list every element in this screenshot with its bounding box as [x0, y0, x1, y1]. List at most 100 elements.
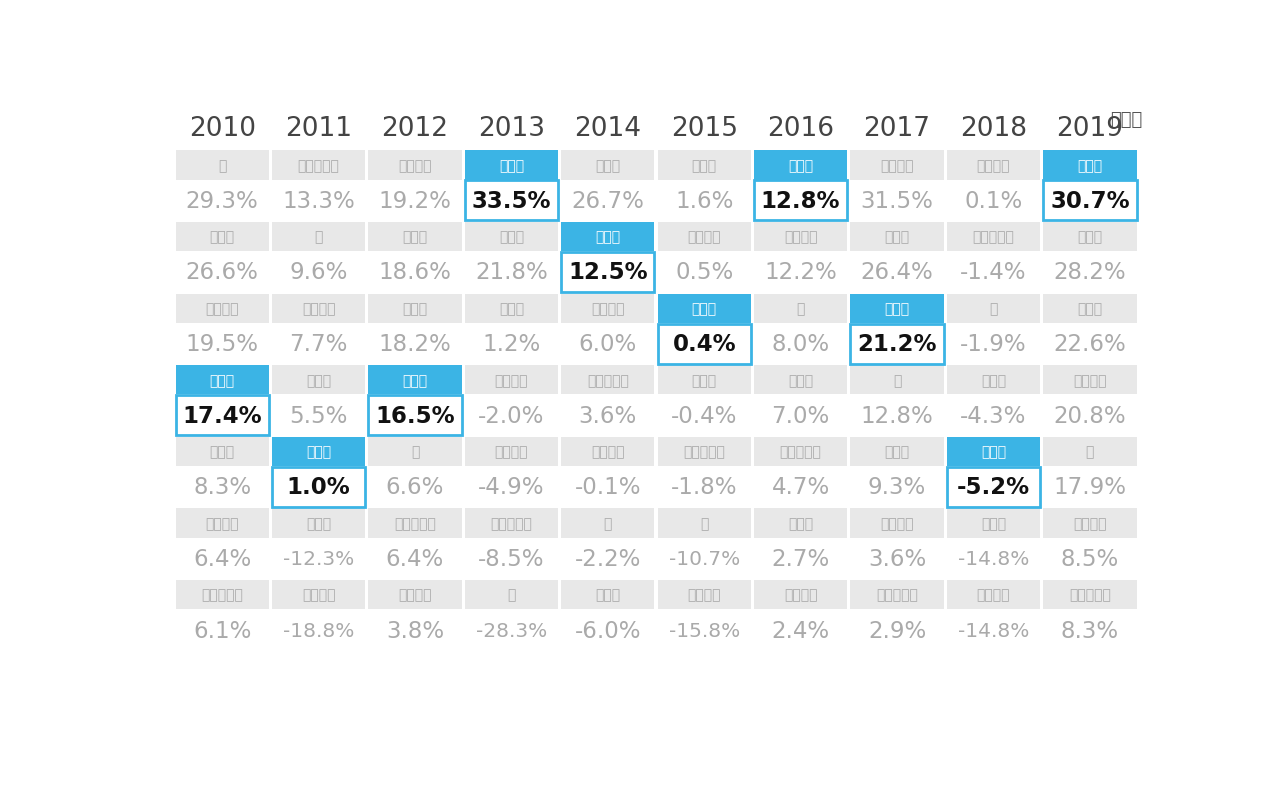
- Bar: [369, 151, 462, 180]
- Bar: [658, 223, 751, 252]
- Bar: [1043, 324, 1137, 364]
- Text: 1.6%: 1.6%: [675, 190, 733, 212]
- Bar: [658, 324, 751, 364]
- Text: 4.7%: 4.7%: [772, 476, 829, 499]
- Bar: [658, 539, 751, 579]
- Text: 0.4%: 0.4%: [672, 333, 736, 356]
- Bar: [658, 467, 751, 507]
- Bar: [561, 539, 654, 579]
- Text: 日欧株: 日欧株: [1078, 302, 1102, 315]
- Text: 米国債券: 米国債券: [398, 588, 431, 602]
- Text: 6.4%: 6.4%: [193, 547, 251, 570]
- Text: 米国債券: 米国債券: [1073, 517, 1107, 530]
- Text: 12.2%: 12.2%: [764, 261, 837, 284]
- Text: 26.7%: 26.7%: [571, 190, 644, 212]
- Text: 新興国株: 新興国株: [1073, 373, 1107, 388]
- Bar: [175, 294, 269, 324]
- Text: 日欧株: 日欧株: [691, 373, 717, 388]
- Text: 金: 金: [1085, 445, 1094, 459]
- Text: 米国債券: 米国債券: [881, 517, 914, 530]
- Bar: [271, 437, 365, 466]
- Text: 金: 金: [700, 517, 708, 530]
- Bar: [465, 181, 558, 221]
- Text: 米国株: 米国株: [499, 159, 524, 173]
- Bar: [1043, 508, 1137, 538]
- Bar: [175, 610, 269, 650]
- Bar: [561, 223, 654, 252]
- Bar: [1043, 181, 1137, 221]
- Bar: [850, 324, 943, 364]
- Text: 21.2%: 21.2%: [858, 333, 937, 356]
- Bar: [947, 366, 1041, 395]
- Bar: [561, 610, 654, 650]
- Text: 2017: 2017: [864, 116, 931, 142]
- Text: 9.3%: 9.3%: [868, 476, 927, 499]
- Bar: [947, 610, 1041, 650]
- Text: 26.4%: 26.4%: [860, 261, 933, 284]
- Bar: [369, 223, 462, 252]
- Bar: [465, 253, 558, 293]
- Text: 新興国株: 新興国株: [977, 588, 1010, 602]
- Text: 米国株: 米国株: [788, 159, 813, 173]
- Bar: [561, 508, 654, 538]
- Text: 16.5%: 16.5%: [375, 404, 454, 427]
- Bar: [754, 437, 847, 466]
- Text: -18.8%: -18.8%: [283, 620, 355, 640]
- Bar: [175, 253, 269, 293]
- Bar: [658, 396, 751, 436]
- Bar: [1043, 223, 1137, 252]
- Bar: [850, 223, 943, 252]
- Bar: [947, 467, 1041, 507]
- Bar: [369, 539, 462, 579]
- Bar: [175, 581, 269, 610]
- Bar: [561, 151, 654, 180]
- Text: 物価連動債: 物価連動債: [973, 230, 1014, 244]
- Text: 2.7%: 2.7%: [772, 547, 829, 570]
- Bar: [658, 253, 751, 293]
- Bar: [175, 467, 269, 507]
- Bar: [754, 539, 847, 579]
- Bar: [271, 324, 365, 364]
- Bar: [561, 396, 654, 436]
- Bar: [175, 366, 269, 395]
- Text: 物価連動債: 物価連動債: [876, 588, 918, 602]
- Bar: [754, 467, 847, 507]
- Bar: [850, 539, 943, 579]
- Bar: [1043, 151, 1137, 180]
- Text: 2013: 2013: [477, 116, 545, 142]
- Bar: [947, 539, 1041, 579]
- Text: 新興国株: 新興国株: [302, 588, 335, 602]
- Text: 金: 金: [604, 517, 612, 530]
- Bar: [369, 324, 462, 364]
- Text: 米国株: 米国株: [691, 302, 717, 315]
- Text: 金: 金: [507, 588, 516, 602]
- Bar: [175, 508, 269, 538]
- Bar: [369, 508, 462, 538]
- Text: 米国債券: 米国債券: [687, 230, 721, 244]
- Text: 新興国株: 新興国株: [687, 588, 721, 602]
- Text: 物価連動債: 物価連動債: [201, 588, 243, 602]
- Text: 31.5%: 31.5%: [860, 190, 933, 212]
- Text: 不動産: 不動産: [884, 445, 910, 459]
- Bar: [754, 581, 847, 610]
- Text: 26.6%: 26.6%: [186, 261, 259, 284]
- Text: 2018: 2018: [960, 116, 1027, 142]
- Bar: [175, 181, 269, 221]
- Text: 18.6%: 18.6%: [379, 261, 452, 284]
- Bar: [850, 508, 943, 538]
- Text: -4.3%: -4.3%: [960, 404, 1027, 427]
- Bar: [465, 467, 558, 507]
- Bar: [850, 151, 943, 180]
- Text: 米国株: 米国株: [402, 373, 428, 388]
- Bar: [175, 223, 269, 252]
- Bar: [465, 437, 558, 466]
- Bar: [754, 181, 847, 221]
- Bar: [271, 539, 365, 579]
- Text: 米国債券: 米国債券: [302, 302, 335, 315]
- Text: 18.2%: 18.2%: [379, 333, 452, 356]
- Text: 2016: 2016: [767, 116, 835, 142]
- Text: 6.4%: 6.4%: [385, 547, 444, 570]
- Text: 不動産: 不動産: [980, 373, 1006, 388]
- Text: 日欧株: 日欧株: [499, 230, 524, 244]
- Text: 12.5%: 12.5%: [568, 261, 648, 284]
